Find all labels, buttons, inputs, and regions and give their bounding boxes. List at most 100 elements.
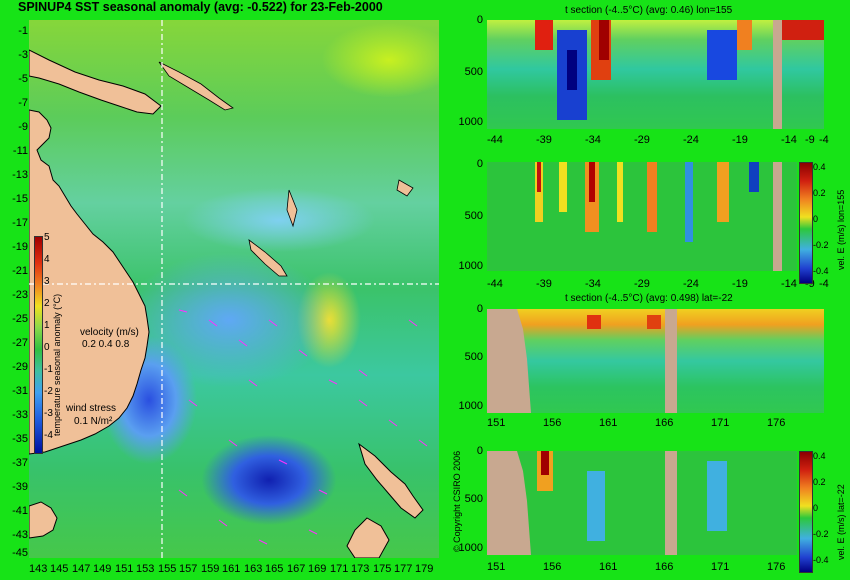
panel2-cbar-tick: -0.4 (813, 266, 829, 276)
png-landmass (29, 49, 162, 115)
panel2-ytick: 500 (464, 210, 483, 222)
colorbar-label: temperature seasonal anomaly (°C) (52, 293, 62, 436)
panel4-xtick: 176 (767, 561, 786, 573)
lat-axis: -1 -3 -5 -7 -9 -11 -13 -15 -17 -19 -21 -… (0, 20, 28, 559)
new-caledonia (248, 239, 288, 277)
panel1-plot (487, 20, 824, 129)
lat-label: -29 (12, 361, 28, 373)
lon-label: 143 (29, 563, 48, 575)
lat-label: -25 (12, 313, 28, 325)
panel1-xtick: -29 (634, 134, 650, 146)
panel4-cbar-ticks: 0.4 0.2 0 -0.2 -0.4 (813, 451, 833, 573)
solomon-islands (158, 61, 234, 111)
lat-label: -15 (12, 193, 28, 205)
panel4-xtick: 156 (543, 561, 562, 573)
panel2-xaxis: -44 -39 -34 -29 -24 -19 -14 -9 -4 (487, 278, 829, 292)
panel4-yaxis: 0 500 1000 (455, 445, 485, 555)
lon-label: 163 (244, 563, 263, 575)
panel3-xtick: 171 (711, 417, 730, 429)
panel2-xtick: -4 (819, 278, 829, 290)
lat-label: -19 (12, 241, 28, 253)
panel4-xtick: 171 (711, 561, 730, 573)
panel4-plot (487, 451, 797, 555)
panel3-xtick: 156 (543, 417, 562, 429)
lat-label: -33 (12, 409, 28, 421)
panel2-cbar-tick: 0 (813, 214, 819, 224)
lon-label: 171 (330, 563, 349, 575)
map-overlay (29, 20, 439, 558)
lat-label: -43 (12, 529, 28, 541)
panel1-ytick: 500 (464, 66, 483, 78)
panel1-xtick: -44 (487, 134, 503, 146)
panel4-cbar-tick: 0 (813, 503, 819, 513)
panel1-yaxis: 0 500 1000 (455, 14, 485, 129)
sst-colorbar (34, 236, 43, 454)
cbar-tick: 5 (44, 232, 50, 243)
panel2-ytick: 1000 (458, 260, 483, 272)
panel1-svg (535, 20, 824, 129)
panel1-xaxis: -44 -39 -34 -29 -24 -19 -14 -9 -4 (487, 134, 829, 148)
panel2-side-label: vel. E (m/s) lon=155 (836, 189, 846, 270)
lat-label: -37 (12, 457, 28, 469)
cbar-tick: 1 (44, 320, 50, 331)
lon-label: 151 (115, 563, 134, 575)
lat-label: -11 (12, 145, 28, 157)
panel4-xtick: 166 (655, 561, 674, 573)
lon-label: 159 (201, 563, 220, 575)
panel4-ytick: 500 (464, 493, 483, 505)
lon-label: 155 (158, 563, 177, 575)
lon-label: 147 (72, 563, 91, 575)
nz-south-island (346, 517, 390, 558)
lat-label: -17 (12, 217, 28, 229)
panel1-title: t section (-4..5°C) (avg: 0.46) lon=155 (565, 5, 733, 16)
panel1-xtick: -19 (732, 134, 748, 146)
panel2-ytick: 0 (476, 158, 483, 170)
australia-landmass (29, 109, 150, 455)
panel3-xtick: 151 (487, 417, 506, 429)
panel2-xtick: -19 (732, 278, 748, 290)
panel1-xtick: -24 (683, 134, 699, 146)
panel2-xtick: -44 (487, 278, 503, 290)
wind-legend-value: 0.1 N/m² (74, 416, 113, 427)
panel4-side-label: vel. E (m/s) lat=-22 (836, 484, 846, 560)
lon-label: 149 (93, 563, 112, 575)
panel2-cbar-tick: -0.2 (813, 240, 829, 250)
lat-label: -7 (18, 97, 28, 109)
sst-anomaly-map (29, 20, 439, 558)
panel2-xtick: -29 (634, 278, 650, 290)
panel2-cbar-tick: 0.2 (813, 188, 826, 198)
lon-label: 165 (265, 563, 284, 575)
lat-label: -45 (12, 547, 28, 559)
panel1-xtick: -9 (805, 134, 815, 146)
lat-label: -1 (18, 25, 28, 37)
panel2-xtick: -24 (683, 278, 699, 290)
lon-label: 173 (351, 563, 370, 575)
lat-label: -5 (18, 73, 28, 85)
lon-label: 179 (415, 563, 434, 575)
lon-label: 177 (394, 563, 413, 575)
lon-label: 167 (287, 563, 306, 575)
cbar-tick: -3 (44, 408, 53, 419)
cbar-tick: -2 (44, 386, 53, 397)
lon-label: 161 (222, 563, 241, 575)
panel1-xtick: -14 (781, 134, 797, 146)
panel1-xtick: -34 (585, 134, 601, 146)
lon-label: 175 (373, 563, 392, 575)
panel2-cbar-ticks: 0.4 0.2 0 -0.2 -0.4 (813, 162, 833, 284)
panel2-xtick: -14 (781, 278, 797, 290)
panel4-cbar-tick: 0.4 (813, 451, 826, 461)
lat-label: -3 (18, 49, 28, 61)
lat-label: -23 (12, 289, 28, 301)
cbar-tick: 3 (44, 276, 50, 287)
lat-label: -9 (18, 121, 28, 133)
panel4-xaxis: 151 156 161 166 171 176 (487, 561, 824, 575)
cbar-tick: 2 (44, 298, 50, 309)
panel3-ytick: 0 (476, 303, 483, 315)
lon-label: 157 (179, 563, 198, 575)
lat-label: -39 (12, 481, 28, 493)
panel4-svg (487, 451, 727, 555)
lat-label: -13 (12, 169, 28, 181)
lat-label: -31 (12, 385, 28, 397)
panel2-colorbar (799, 162, 813, 284)
panel3-xtick: 176 (767, 417, 786, 429)
